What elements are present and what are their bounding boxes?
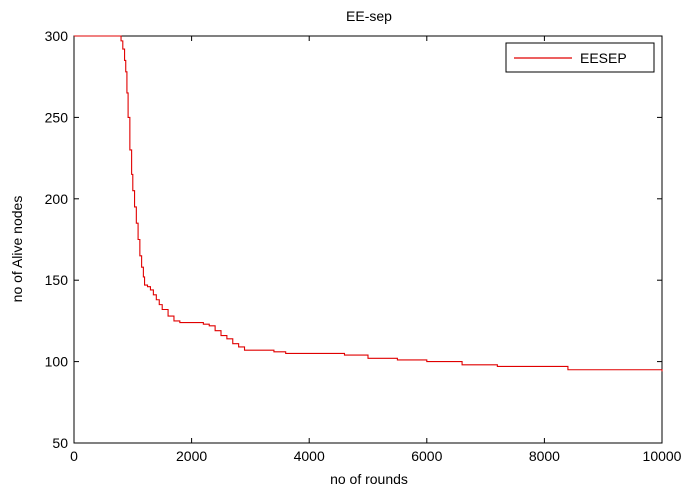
x-tick-label: 8000 xyxy=(529,448,560,464)
series-line-eesep xyxy=(74,35,663,372)
y-tick-label: 300 xyxy=(45,28,69,44)
x-tick-label: 6000 xyxy=(411,448,442,464)
x-tick-label: 2000 xyxy=(176,448,207,464)
x-tick-label: 0 xyxy=(70,448,78,464)
legend: EESEP xyxy=(505,42,655,73)
y-tick-label: 250 xyxy=(45,109,69,125)
x-tick-label: 4000 xyxy=(294,448,325,464)
y-tick-label: 200 xyxy=(45,191,69,207)
x-axis-label: no of rounds xyxy=(330,471,408,487)
x-tick-label: 10000 xyxy=(643,448,682,464)
plot-area xyxy=(73,35,663,444)
legend-label: EESEP xyxy=(580,50,627,66)
y-axis-label: no of Alive nodes xyxy=(9,196,25,303)
y-tick-label: 100 xyxy=(45,354,69,370)
y-tick-label: 50 xyxy=(52,435,68,451)
chart-title: EE-sep xyxy=(346,8,392,24)
y-tick-label: 150 xyxy=(45,272,69,288)
